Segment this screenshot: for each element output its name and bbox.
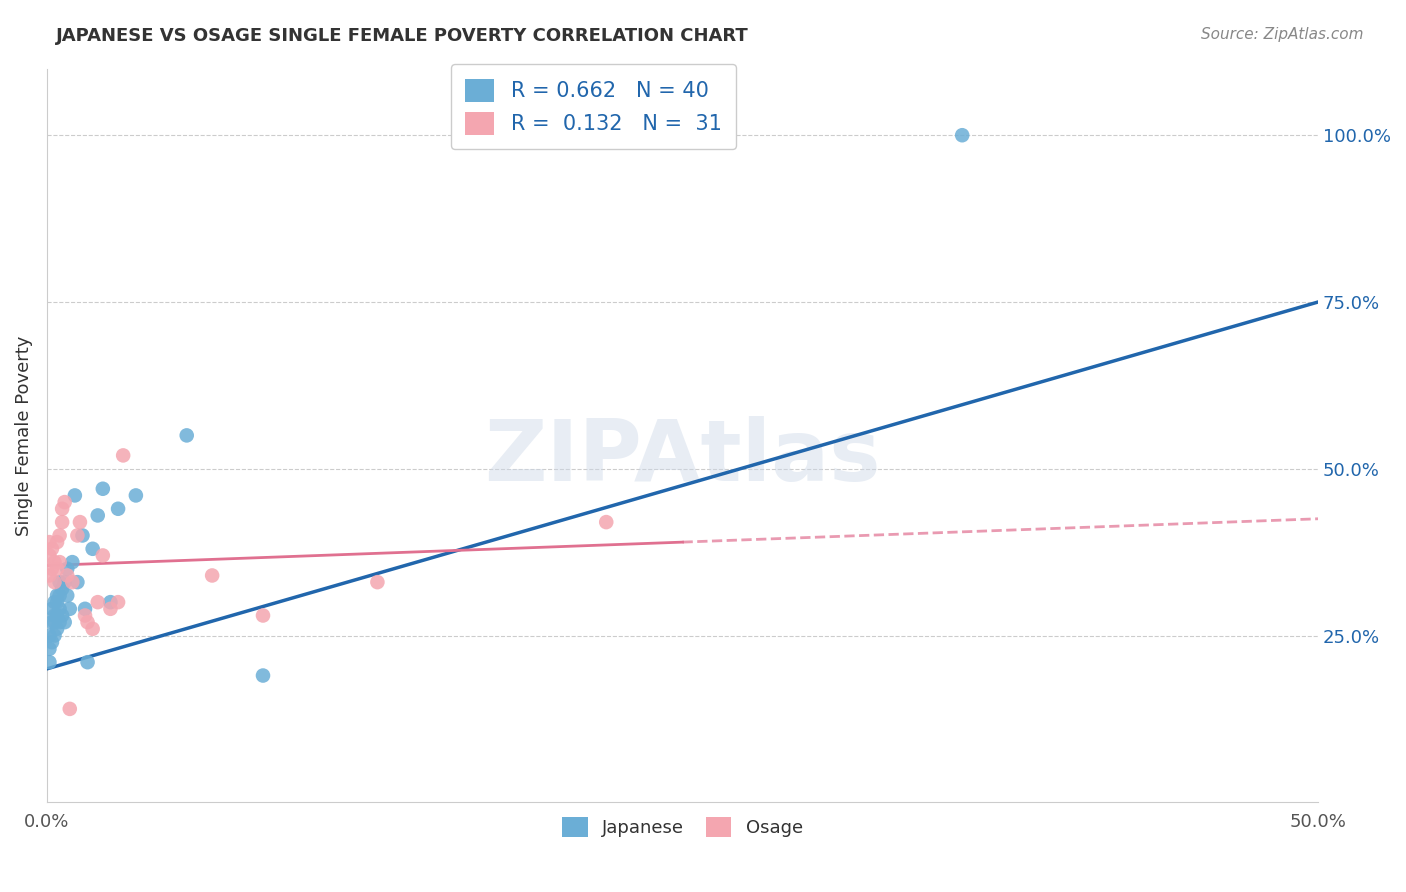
Point bbox=[107, 501, 129, 516]
Point bbox=[91, 549, 114, 563]
Point bbox=[63, 488, 86, 502]
Point bbox=[38, 641, 60, 656]
Point bbox=[44, 615, 66, 629]
Point bbox=[38, 549, 60, 563]
Point bbox=[38, 628, 60, 642]
Point bbox=[38, 568, 60, 582]
Point bbox=[51, 582, 73, 596]
Text: Source: ZipAtlas.com: Source: ZipAtlas.com bbox=[1201, 27, 1364, 42]
Point bbox=[950, 128, 973, 143]
Point bbox=[46, 595, 69, 609]
Point bbox=[53, 615, 76, 629]
Point bbox=[41, 562, 63, 576]
Point bbox=[66, 575, 89, 590]
Point bbox=[252, 608, 274, 623]
Point bbox=[100, 602, 122, 616]
Point bbox=[59, 602, 82, 616]
Point bbox=[59, 702, 82, 716]
Point bbox=[60, 555, 83, 569]
Y-axis label: Single Female Poverty: Single Female Poverty bbox=[15, 335, 32, 535]
Point bbox=[76, 655, 98, 669]
Point bbox=[91, 482, 114, 496]
Point bbox=[60, 575, 83, 590]
Point bbox=[38, 655, 60, 669]
Point bbox=[82, 541, 104, 556]
Point bbox=[38, 535, 60, 549]
Point bbox=[252, 668, 274, 682]
Text: JAPANESE VS OSAGE SINGLE FEMALE POVERTY CORRELATION CHART: JAPANESE VS OSAGE SINGLE FEMALE POVERTY … bbox=[56, 27, 749, 45]
Point bbox=[595, 515, 617, 529]
Point bbox=[82, 622, 104, 636]
Point bbox=[100, 595, 122, 609]
Point bbox=[53, 495, 76, 509]
Point bbox=[53, 575, 76, 590]
Point bbox=[46, 622, 69, 636]
Point bbox=[73, 608, 96, 623]
Point bbox=[72, 528, 94, 542]
Point bbox=[56, 568, 79, 582]
Legend: Japanese, Osage: Japanese, Osage bbox=[555, 810, 810, 845]
Point bbox=[69, 515, 91, 529]
Point bbox=[46, 589, 69, 603]
Point bbox=[125, 488, 148, 502]
Point bbox=[46, 608, 69, 623]
Point bbox=[48, 589, 70, 603]
Point bbox=[366, 575, 388, 590]
Point bbox=[41, 541, 63, 556]
Point bbox=[44, 575, 66, 590]
Text: ZIPAtlas: ZIPAtlas bbox=[484, 416, 880, 499]
Point bbox=[112, 449, 135, 463]
Point bbox=[48, 575, 70, 590]
Point bbox=[56, 562, 79, 576]
Point bbox=[66, 528, 89, 542]
Point bbox=[41, 635, 63, 649]
Point bbox=[48, 602, 70, 616]
Point bbox=[73, 602, 96, 616]
Point bbox=[44, 555, 66, 569]
Point bbox=[51, 515, 73, 529]
Point bbox=[51, 608, 73, 623]
Point bbox=[46, 562, 69, 576]
Point bbox=[201, 568, 224, 582]
Point bbox=[56, 589, 79, 603]
Point bbox=[44, 628, 66, 642]
Point bbox=[44, 595, 66, 609]
Point bbox=[107, 595, 129, 609]
Point bbox=[41, 615, 63, 629]
Point bbox=[48, 528, 70, 542]
Point bbox=[48, 555, 70, 569]
Point bbox=[76, 615, 98, 629]
Point bbox=[176, 428, 198, 442]
Point bbox=[87, 508, 110, 523]
Point bbox=[41, 602, 63, 616]
Point bbox=[44, 608, 66, 623]
Point bbox=[48, 615, 70, 629]
Point bbox=[51, 501, 73, 516]
Point bbox=[87, 595, 110, 609]
Point bbox=[46, 535, 69, 549]
